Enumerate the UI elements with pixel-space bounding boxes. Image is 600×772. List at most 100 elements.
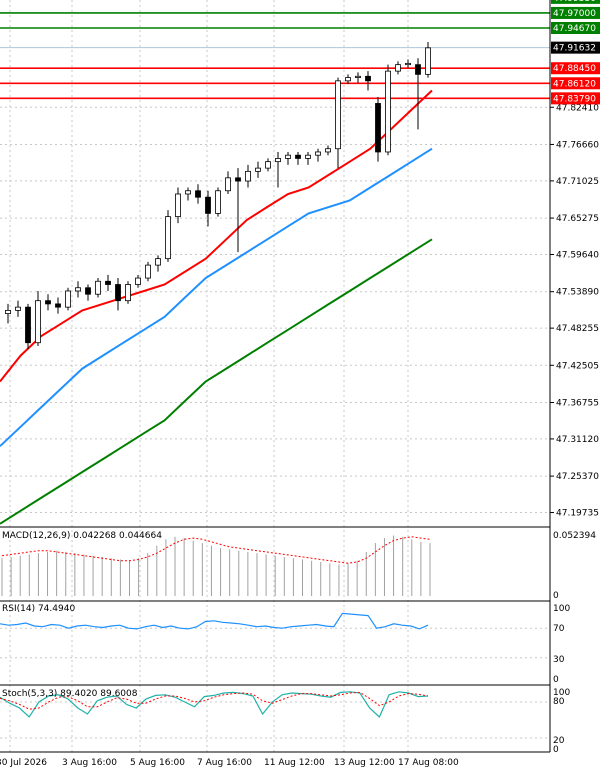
stoch-tick-80: 80 (553, 697, 565, 707)
candle-bull (245, 170, 251, 182)
time-tick-label: 5 Aug 16:00 (130, 758, 185, 768)
candle-bear (45, 300, 51, 305)
macd-label: MACD(12,26,9) 0.042268 0.044664 (2, 531, 162, 541)
macd-axis-bottom: 0 (553, 591, 559, 601)
candle-bull (35, 300, 41, 344)
rsi-tick-70: 70 (553, 624, 565, 634)
time-tick-label: 11 Aug 12:00 (264, 758, 325, 768)
candle-bull (215, 190, 221, 214)
price-tick-label: 47.65275 (556, 214, 599, 224)
candle-bull (145, 264, 151, 279)
candle-bear (375, 103, 381, 153)
resistance-tag-bg (551, 0, 600, 4)
candle-bull (255, 167, 261, 172)
price-tick-label: 47.76660 (556, 140, 599, 150)
macd-panel (1, 535, 431, 596)
rsi-label: RSI(14) 74.4940 (2, 604, 75, 614)
stoch-tick-100: 100 (553, 688, 570, 698)
candle-bear (115, 284, 121, 302)
time-tick-label: 3 Aug 16:00 (62, 758, 117, 768)
resistance-tag-bg (551, 21, 600, 34)
rsi-line (0, 612, 429, 630)
price-tick-label: 47.53890 (556, 288, 599, 298)
stoch-d-line (0, 691, 429, 710)
price-tick-label: 47.48255 (556, 324, 599, 334)
support-tag-bg (551, 92, 600, 105)
moving-average-line (0, 147, 433, 447)
current-price-tag-label: 47.91632 (553, 44, 596, 54)
candle-bull (125, 284, 131, 302)
candle-bull (135, 277, 141, 285)
grid (0, 0, 550, 752)
rsi-tick-0: 0 (553, 675, 559, 685)
moving-average-line (0, 238, 433, 525)
price-tick-label: 47.36755 (556, 398, 599, 408)
candle-bear (55, 303, 61, 308)
rsi-panel (0, 612, 550, 659)
candle-bull (175, 193, 181, 218)
candle-bull (315, 151, 321, 156)
candle-bear (105, 280, 111, 285)
current-price-tag-bg (551, 41, 600, 54)
candle-bull (385, 70, 391, 153)
candle-bull (155, 258, 161, 266)
candle-bear (415, 64, 421, 75)
level-tags: 47.99330 47.97000 47.94670 47.88450 47.86120… (551, 0, 600, 105)
candle-bull (185, 190, 191, 195)
support-tag-label: 47.88450 (553, 64, 596, 74)
candles (5, 42, 431, 350)
price-tick-label: 47.71025 (556, 177, 599, 187)
resistance-tag-label: 47.99330 (553, 0, 596, 4)
support-tag-bg (551, 62, 600, 75)
resistance-tag-label: 47.94670 (553, 24, 596, 34)
time-tick-label: 17 Aug 08:00 (398, 758, 459, 768)
time-tick-label: 13 Aug 12:00 (334, 758, 395, 768)
candle-bear (85, 287, 91, 295)
candle-bull (95, 280, 101, 295)
price-tick-label: 47.25370 (556, 472, 599, 482)
price-tick-label: 47.31120 (556, 435, 599, 445)
candle-bear (235, 177, 241, 182)
price-tick-label: 47.82410 (556, 103, 599, 113)
candle-bull (325, 148, 331, 153)
stoch-tick-0: 0 (553, 745, 559, 755)
candle-bull (165, 216, 171, 260)
stoch-label: Stoch(5,3,3) 89.4020 89.6008 (2, 689, 138, 699)
macd-signal-line (1, 536, 431, 564)
time-tick-label: 30 Jul 2026 (0, 758, 47, 768)
macd-axis-top: 0.052394 (553, 531, 596, 541)
candle-bull (345, 77, 351, 82)
stoch-tick-20: 20 (553, 736, 565, 746)
support-tag-label: 47.86120 (553, 79, 596, 89)
candle-bull (15, 306, 21, 311)
candle-bear (295, 154, 301, 159)
price-tick-label: 47.42505 (556, 361, 599, 371)
candle-bull (75, 287, 81, 292)
candle-bull (225, 177, 231, 192)
candle-bull (355, 75, 361, 78)
candle-bull (265, 161, 271, 169)
candle-bull (305, 154, 311, 159)
stoch-panel (0, 691, 550, 739)
moving-average-line (0, 89, 433, 383)
candle-bear (205, 196, 211, 214)
candle-bull (335, 80, 341, 150)
candle-bull (275, 158, 281, 163)
resistance-tag-bg (551, 6, 600, 19)
rsi-tick-30: 30 (553, 655, 565, 665)
stoch-k-line (0, 691, 429, 719)
price-axis-labels: 47.82410 47.76660 47.71025 47.65275 47.59640… (550, 103, 599, 519)
support-tag-bg (551, 77, 600, 90)
candle-bull (65, 290, 71, 308)
resistance-tag-label: 47.97000 (553, 9, 596, 19)
price-tick-label: 47.59640 (556, 251, 599, 261)
candle-bear (25, 306, 31, 344)
rsi-tick-100: 100 (553, 604, 570, 614)
candle-bull (425, 47, 431, 75)
price-tick-label: 47.19735 (556, 509, 599, 519)
candle-bull (405, 62, 411, 66)
support-tag-label: 47.83790 (553, 94, 596, 104)
candle-bull (395, 64, 401, 72)
candle-bull (285, 154, 291, 159)
